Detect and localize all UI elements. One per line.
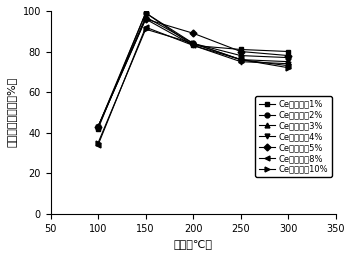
Ce的负载量1% <box>239 48 243 51</box>
Ce的负载量10% <box>144 28 148 31</box>
Ce的负载量3% <box>239 58 243 61</box>
Line: Ce的负载量1%: Ce的负载量1% <box>96 10 291 131</box>
Ce的负载量5% <box>239 50 243 53</box>
Ce的负载量5% <box>191 32 195 35</box>
Ce的负载量3% <box>144 16 148 19</box>
Ce的负载量8% <box>96 143 100 146</box>
Ce的负载量4% <box>191 44 195 47</box>
Ce的负载量1% <box>96 127 100 130</box>
Line: Ce的负载量10%: Ce的负载量10% <box>96 27 291 145</box>
Y-axis label: 氮氧化物还原率（%）: 氮氧化物还原率（%） <box>7 77 17 147</box>
Ce的负载量2% <box>144 12 148 15</box>
Ce的负载量5% <box>286 54 290 57</box>
Ce的负载量8% <box>191 44 195 47</box>
Ce的负载量1% <box>144 12 148 15</box>
Ce的负载量4% <box>239 60 243 63</box>
Line: Ce的负载量8%: Ce的负载量8% <box>96 25 291 147</box>
Line: Ce的负载量4%: Ce的负载量4% <box>96 17 291 129</box>
Ce的负载量10% <box>239 58 243 61</box>
Ce的负载量4% <box>144 17 148 20</box>
Ce的负载量8% <box>239 58 243 61</box>
Ce的负载量2% <box>286 56 290 59</box>
Legend: Ce的负载量1%, Ce的负载量2%, Ce的负载量3%, Ce的负载量4%, Ce的负载量5%, Ce的负载量8%, Ce的负载量10%: Ce的负载量1%, Ce的负载量2%, Ce的负载量3%, Ce的负载量4%, … <box>255 96 332 177</box>
Ce的负载量10% <box>286 66 290 69</box>
Ce的负载量5% <box>96 125 100 128</box>
Ce的负载量8% <box>144 26 148 29</box>
Ce的负载量2% <box>96 125 100 128</box>
X-axis label: 温度（℃）: 温度（℃） <box>174 239 213 249</box>
Ce的负载量3% <box>286 60 290 63</box>
Line: Ce的负载量2%: Ce的负载量2% <box>96 10 291 129</box>
Ce的负载量10% <box>96 141 100 144</box>
Ce的负载量1% <box>191 44 195 47</box>
Ce的负载量10% <box>191 42 195 45</box>
Ce的负载量2% <box>191 42 195 45</box>
Ce的负载量2% <box>239 54 243 57</box>
Ce的负载量8% <box>286 64 290 67</box>
Ce的负载量3% <box>96 125 100 128</box>
Ce的负载量1% <box>286 50 290 53</box>
Line: Ce的负载量5%: Ce的负载量5% <box>96 17 291 129</box>
Ce的负载量4% <box>286 62 290 65</box>
Ce的负载量4% <box>96 125 100 128</box>
Ce的负载量5% <box>144 17 148 20</box>
Ce的负载量3% <box>191 42 195 45</box>
Line: Ce的负载量3%: Ce的负载量3% <box>96 15 291 129</box>
